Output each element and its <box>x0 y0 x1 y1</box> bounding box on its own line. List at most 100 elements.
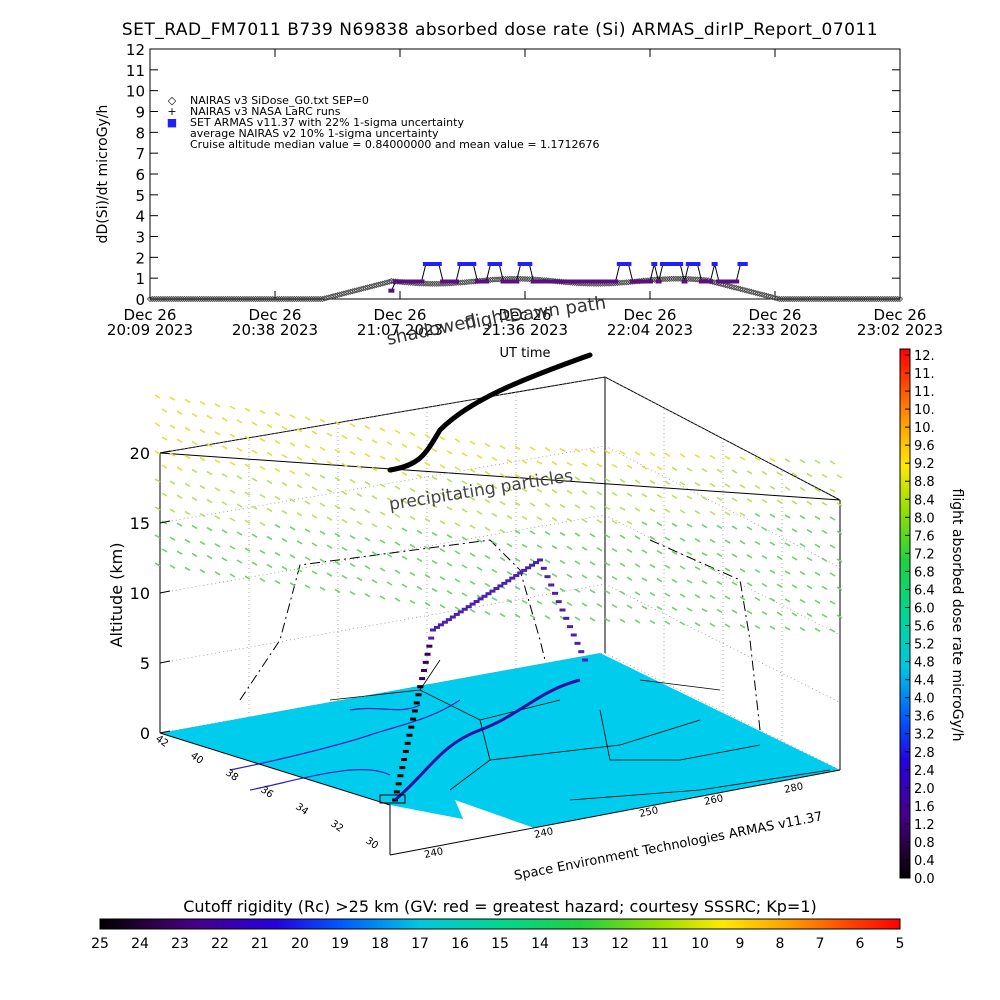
particle-mark <box>191 412 198 418</box>
particle-mark <box>574 476 581 481</box>
armas-point <box>448 279 455 284</box>
particle-mark <box>716 496 723 502</box>
particle-mark <box>491 484 498 490</box>
particle-mark <box>469 580 476 585</box>
flight-point <box>521 568 528 572</box>
nairas-diamond-point <box>849 295 856 303</box>
nairas-diamond-point <box>810 295 817 303</box>
legend-symbol: ■ <box>167 116 177 129</box>
cutoff-rigidity-colorbar-tick-label: 23 <box>171 936 189 952</box>
particle-mark <box>806 584 813 590</box>
particle-mark <box>724 511 731 516</box>
flight-point <box>428 636 435 640</box>
particle-mark <box>446 478 453 483</box>
particle-mark <box>206 498 213 504</box>
ground-track <box>394 678 581 802</box>
particle-mark <box>754 624 761 630</box>
particle-mark <box>349 590 356 596</box>
particle-mark <box>401 471 408 476</box>
particle-mark <box>319 502 326 507</box>
particle-mark <box>701 496 708 501</box>
particle-mark <box>529 530 536 535</box>
particle-mark <box>259 465 266 471</box>
armas-point <box>453 279 460 284</box>
nairas-diamond-point <box>812 295 820 303</box>
particle-mark <box>799 542 806 548</box>
particle-mark <box>371 579 378 584</box>
nairas-diamond-point <box>896 295 904 303</box>
armas-point <box>478 279 485 284</box>
particle-mark <box>424 601 431 607</box>
particle-mark <box>199 568 206 574</box>
particle-mark <box>341 546 348 552</box>
particle-mark <box>169 508 176 513</box>
particle-mark <box>394 513 401 518</box>
particle-mark <box>229 461 236 466</box>
ts-y-tick-label: 7 <box>135 145 145 163</box>
nairas-diamond-point <box>312 295 320 303</box>
particle-mark <box>821 613 828 618</box>
armas-point <box>560 279 567 284</box>
armas-point <box>677 262 684 266</box>
particle-mark <box>589 561 596 566</box>
particle-mark <box>634 563 641 568</box>
particle-mark <box>746 498 753 503</box>
particle-mark <box>154 422 161 427</box>
dose-rate-colorbar-tick-label: 9.6 <box>914 439 935 454</box>
particle-mark <box>649 563 656 569</box>
particle-mark <box>694 622 701 627</box>
armas-point <box>483 279 490 284</box>
particle-mark <box>574 616 581 621</box>
particle-mark <box>536 572 543 577</box>
particle-mark <box>154 478 161 483</box>
armas-series <box>388 262 748 293</box>
particle-mark <box>304 444 311 449</box>
particle-mark <box>431 503 438 509</box>
particle-mark <box>671 606 678 611</box>
armas-point <box>526 262 533 266</box>
nairas-diamond-point <box>209 295 216 303</box>
dose-rate-colorbar-tick-label: 0.4 <box>914 854 935 869</box>
particle-mark <box>589 617 596 622</box>
armas-point <box>491 262 498 266</box>
nairas-diamond-point <box>155 295 162 303</box>
particle-mark <box>326 432 333 437</box>
ts-x-tick-label-time: 20:09 2023 <box>107 321 193 339</box>
nairas-diamond-point <box>806 295 813 303</box>
legend-entry: NAIRAS v3 SiDose_G0.txt SEP=0 <box>190 94 369 107</box>
dawn-shadow-path <box>387 352 593 473</box>
particle-mark <box>184 510 191 516</box>
armas-point <box>522 262 528 266</box>
armas-point <box>440 279 447 284</box>
particle-mark <box>476 566 483 571</box>
flight-point <box>570 633 577 637</box>
particle-mark <box>589 449 596 454</box>
particle-mark <box>221 445 228 450</box>
armas-point <box>698 279 705 284</box>
flight-point <box>393 790 400 794</box>
precipitating-particle-field <box>154 394 843 633</box>
particle-mark <box>611 491 618 497</box>
armas-point <box>586 279 593 284</box>
nairas-diamond-point <box>183 295 190 303</box>
dose-rate-colorbar-tick-label: 11. <box>914 385 935 400</box>
particle-mark <box>566 489 573 495</box>
nairas-diamond-point <box>187 295 195 303</box>
nairas-diamond-point <box>433 280 440 287</box>
nairas-diamond-point <box>853 295 860 303</box>
nairas-diamond-point <box>843 295 850 303</box>
flight-point <box>513 574 520 578</box>
particle-mark <box>829 628 836 633</box>
particle-mark <box>281 425 288 431</box>
nairas-diamond-point <box>855 295 863 303</box>
particle-mark <box>319 446 326 451</box>
nairas-diamond-point <box>815 295 822 303</box>
nairas-diamond-point <box>877 295 884 303</box>
nairas-diamond-point <box>834 295 841 303</box>
particle-mark <box>589 505 596 510</box>
particle-mark <box>806 472 813 478</box>
particle-mark <box>296 484 303 489</box>
particle-mark <box>401 527 408 532</box>
nairas-diamond-point <box>185 295 192 303</box>
particle-mark <box>589 589 596 594</box>
